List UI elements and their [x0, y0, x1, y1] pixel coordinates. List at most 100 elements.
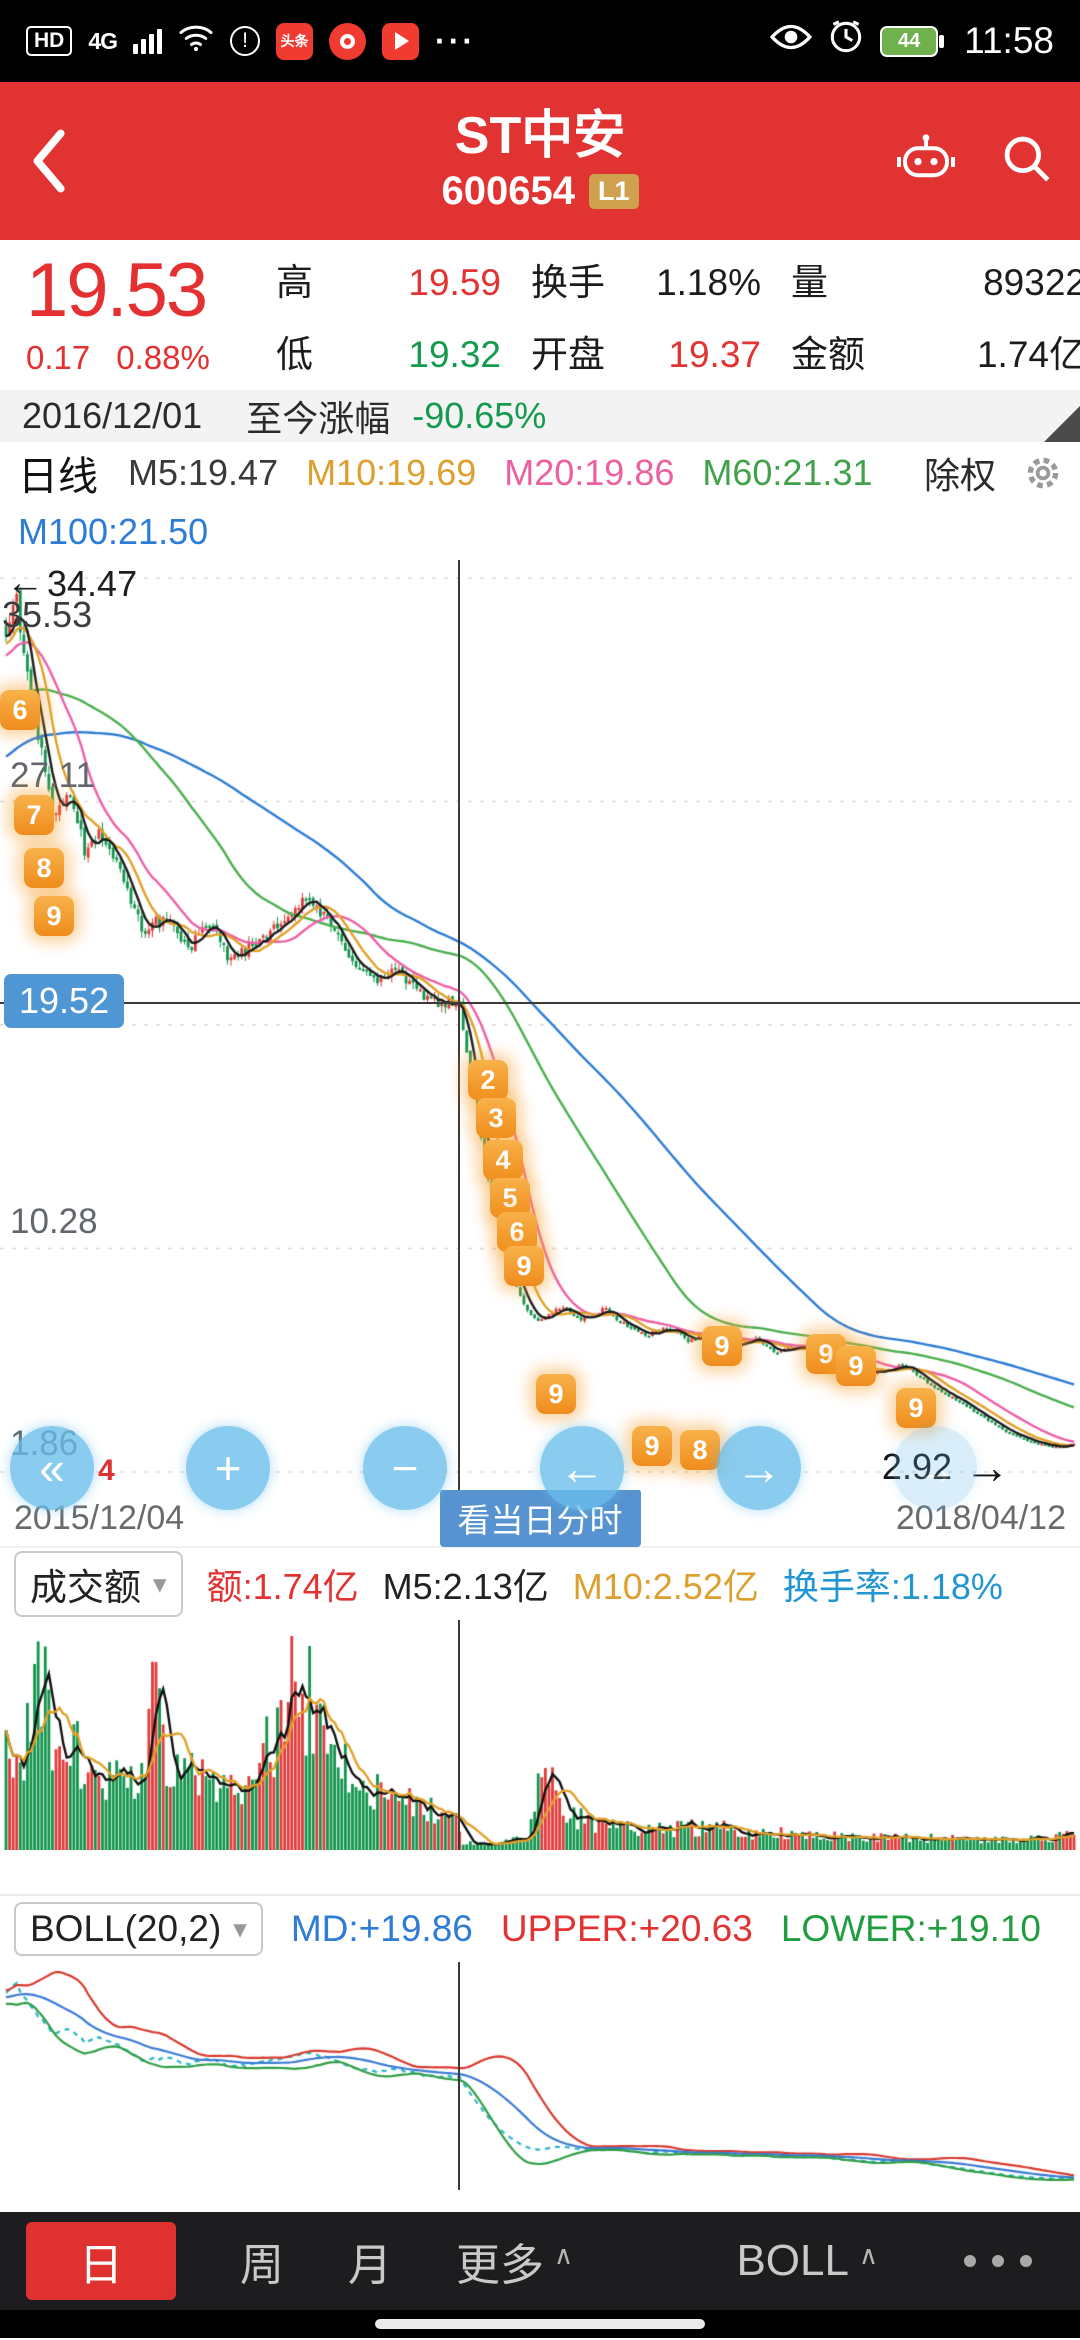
- alert-icon: !: [230, 26, 261, 56]
- quote-field: 高 19.59: [276, 252, 501, 306]
- event-marker[interactable]: 6: [0, 690, 40, 730]
- eye-icon: [769, 22, 813, 60]
- period-strip: 2016/12/01 至今涨幅 -90.65%: [0, 390, 1080, 442]
- boll-indicator-selector[interactable]: BOLL(20,2) ▾: [14, 1902, 263, 1956]
- main-chart-overlays: 6 7 8 9 2 3 4 5 6 9 9 9 8 9 9 9 9 «+ − ← → →: [0, 560, 1080, 1510]
- crosshair-vertical-line: [458, 1962, 460, 2190]
- event-marker[interactable]: 9: [896, 1388, 936, 1428]
- quote-fields: 高 19.59 换手 1.18% 量 89322 低 19.32 开盘 19.37 金额 1…: [276, 252, 1080, 378]
- wifi-icon: [178, 22, 214, 60]
- pan-hint-left: ← 34.47: [6, 562, 137, 605]
- volume-selector-label: 成交额: [30, 1567, 141, 1608]
- stock-code: 600654: [441, 169, 575, 214]
- event-marker[interactable]: 6: [497, 1212, 537, 1252]
- volume-header: 成交额 ▾ 额:1.74亿 M5:2.13亿 M10:2.52亿 换手率:1.1…: [0, 1546, 1080, 1620]
- chart-control-pan-right-edge[interactable]: →: [893, 1426, 977, 1510]
- bottom-nav: 日 周 月 更多 ∧ BOLL ∧: [0, 2212, 1080, 2310]
- ma5-value: M5:19.47: [128, 452, 279, 493]
- chart-date-axis: 2015/12/04 看当日分时 2018/04/12: [0, 1489, 1080, 1547]
- tab-weekly[interactable]: 周: [240, 2229, 284, 2293]
- chart-control-pan-right[interactable]: →: [717, 1426, 801, 1510]
- more-options-button[interactable]: [956, 2255, 1040, 2267]
- quote-level-badge: L1: [588, 174, 639, 210]
- event-marker[interactable]: 7: [14, 795, 54, 835]
- settings-gear-icon[interactable]: [1024, 454, 1062, 492]
- home-indicator-area: [0, 2310, 1080, 2338]
- event-marker[interactable]: 3: [476, 1098, 516, 1138]
- search-button[interactable]: [1000, 132, 1054, 191]
- event-marker[interactable]: 9: [702, 1326, 742, 1366]
- media-app-icon: [329, 22, 367, 60]
- quote-field: 换手 1.18%: [531, 252, 761, 306]
- battery-indicator: 44: [880, 25, 945, 57]
- kline-canvas[interactable]: [0, 560, 1080, 1490]
- view-intraday-button[interactable]: 看当日分时: [439, 1489, 641, 1547]
- quote-field: 低 19.32: [276, 324, 501, 378]
- app-header: ST中安 600654 L1: [0, 82, 1080, 240]
- last-price: 19.53: [26, 248, 208, 333]
- event-marker[interactable]: 2: [468, 1060, 508, 1100]
- indicator-bar: 日线 M5:19.47 M10:19.69 M20:19.86 M60:21.3…: [0, 442, 1080, 560]
- event-marker[interactable]: 9: [836, 1346, 876, 1386]
- max-price-label: 35.53: [2, 594, 93, 635]
- chart-control-zoom-out[interactable]: −: [363, 1426, 447, 1510]
- volume-ma5-value: M5:2.13亿: [382, 1566, 549, 1607]
- alarm-clock-icon: [828, 19, 864, 63]
- event-marker[interactable]: 9: [806, 1334, 846, 1374]
- tab-daily[interactable]: 日: [26, 2222, 176, 2300]
- indicator-switch-button[interactable]: BOLL ∧: [736, 2236, 878, 2286]
- corner-fold-icon: [1044, 406, 1080, 442]
- ma10-value: M10:19.69: [306, 452, 477, 493]
- boll-md-value: MD:+19.86: [290, 1908, 473, 1949]
- boll-canvas[interactable]: [0, 1962, 1080, 2190]
- quote-field: 量 89322: [791, 252, 1080, 306]
- axis-end-date: 2018/04/12: [895, 1498, 1066, 1537]
- chart-control-zoom-in[interactable]: +: [186, 1426, 270, 1510]
- volume-indicator-selector[interactable]: 成交额 ▾: [14, 1551, 183, 1617]
- event-marker[interactable]: 8: [24, 848, 64, 888]
- toutiao-app-icon: 头条: [276, 22, 314, 60]
- ai-assistant-button[interactable]: [896, 131, 956, 192]
- event-marker[interactable]: 9: [536, 1374, 576, 1414]
- quote-field-label: 高: [276, 262, 313, 303]
- ma100-value: M100:21.50: [18, 511, 209, 552]
- event-marker[interactable]: 9: [504, 1246, 544, 1286]
- dropdown-caret-icon: ▾: [233, 1913, 247, 1944]
- ma20-value: M20:19.86: [504, 452, 675, 493]
- exrights-toggle[interactable]: 除权: [923, 455, 996, 496]
- chart-control-pan-far-left[interactable]: «: [10, 1426, 94, 1510]
- hd-icon: HD: [26, 26, 73, 56]
- quote-field-value: 1.18%: [656, 262, 761, 303]
- chart-control-pan-left[interactable]: ←: [540, 1426, 624, 1510]
- period-label: 日线: [18, 455, 98, 499]
- event-marker[interactable]: 8: [680, 1430, 720, 1470]
- quote-field-value: 19.32: [408, 334, 501, 375]
- home-indicator[interactable]: [375, 2319, 705, 2329]
- boll-upper-value: UPPER:+20.63: [500, 1908, 753, 1949]
- event-marker[interactable]: 4: [483, 1140, 523, 1180]
- boll-lower-value: LOWER:+19.10: [780, 1908, 1041, 1949]
- latest-price-annotation: 2.92 →: [882, 1444, 1010, 1490]
- tab-more-periods[interactable]: 更多 ∧: [456, 2229, 573, 2293]
- ma60-value: M60:21.31: [702, 452, 873, 493]
- signal-bars-icon: [133, 28, 163, 54]
- price-change-pct: 0.88%: [116, 339, 210, 376]
- crosshair-horizont-line: [0, 1002, 1080, 1004]
- amount-value: 额:1.74亿: [206, 1566, 359, 1607]
- tab-monthly[interactable]: 月: [348, 2229, 392, 2293]
- pan-hint-price: 34.47: [47, 562, 138, 604]
- boll-selector-label: BOLL(20,2): [30, 1908, 222, 1949]
- clock-time: 11:58: [964, 20, 1054, 61]
- back-button[interactable]: [26, 127, 98, 195]
- section-divider: [0, 1850, 1080, 1896]
- caret-up-icon: ∧: [554, 2239, 574, 2270]
- quote-field-label: 量: [791, 262, 828, 303]
- volume-ma10-value: M10:2.52亿: [572, 1566, 759, 1607]
- event-marker[interactable]: 9: [34, 896, 74, 936]
- event-marker[interactable]: 9: [632, 1426, 672, 1466]
- period-change-label: 至今涨幅: [246, 398, 391, 439]
- event-marker[interactable]: 5: [490, 1178, 530, 1218]
- network-type-icon: 4G: [88, 27, 118, 54]
- quote-panel: 19.53 0.17 0.88% 高 19.59 换手 1.18% 量 89322 低…: [0, 240, 1080, 390]
- volume-canvas[interactable]: [0, 1620, 1080, 1850]
